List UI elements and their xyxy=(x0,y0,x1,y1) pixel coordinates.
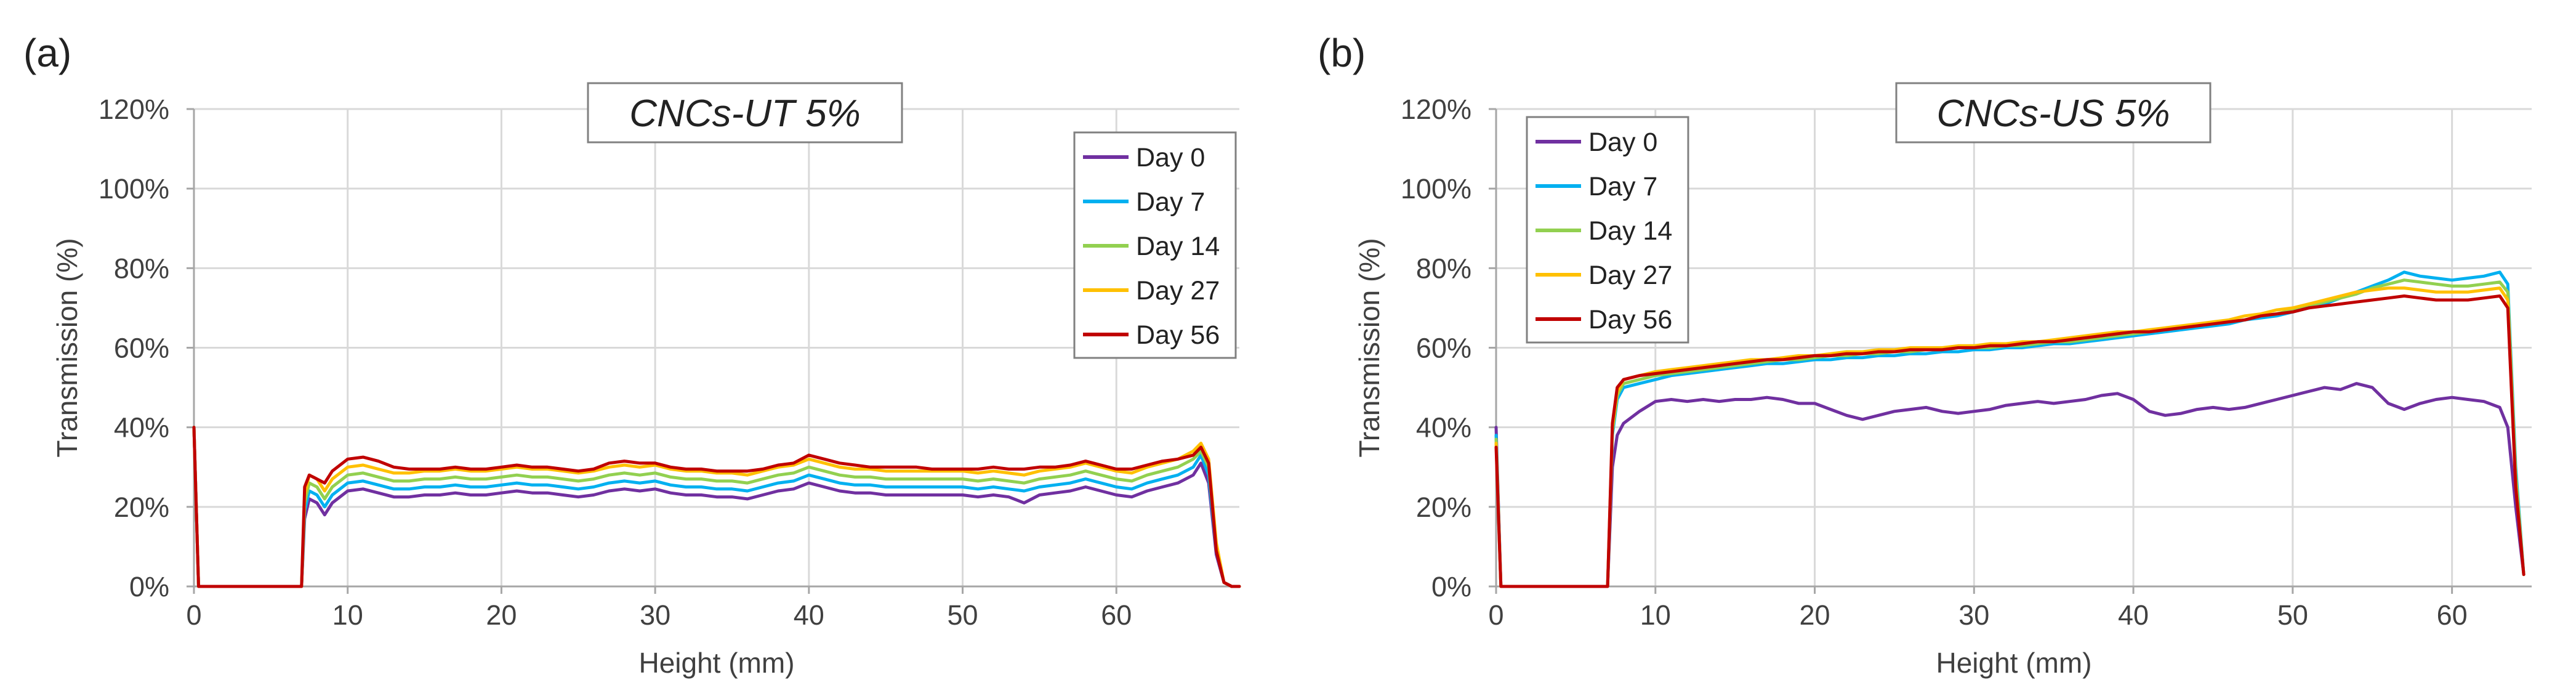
legend: Day 0 Day 7 Day 14 Day 27 Day 56 xyxy=(1073,131,1237,359)
series-line-day-7 xyxy=(1494,270,2526,588)
legend-item: Day 27 xyxy=(1083,276,1220,306)
series-line-day-27 xyxy=(192,426,1241,588)
x-tick-label: 40 xyxy=(2118,599,2149,631)
y-tick-label: 40% xyxy=(1416,412,1471,444)
legend-item: Day 0 xyxy=(1083,143,1205,172)
legend-label: Day 7 xyxy=(1136,187,1205,217)
legend: Day 0 Day 7 Day 14 Day 27 Day 56 xyxy=(1526,116,1689,344)
y-tick-label: 80% xyxy=(1416,253,1471,284)
series-lines xyxy=(1494,270,2526,588)
axes xyxy=(187,108,1239,594)
x-tick-label: 30 xyxy=(1958,599,1989,631)
legend-label: Day 56 xyxy=(1136,320,1220,350)
x-tick-label: 10 xyxy=(1640,599,1671,631)
x-tick-label: 60 xyxy=(2437,599,2468,631)
y-tick-label: 80% xyxy=(114,253,169,284)
x-axis-title: Height (mm) xyxy=(1936,647,2091,679)
y-tick-label: 20% xyxy=(1416,492,1471,523)
legend-items: Day 0 Day 7 Day 14 Day 27 Day 56 xyxy=(1083,143,1220,350)
chart-title: CNCs-US 5% xyxy=(1937,92,2170,135)
y-tick-label: 40% xyxy=(114,412,169,444)
legend-item: Day 14 xyxy=(1083,232,1220,261)
chart-panel-a: (a) 0%20%40%60%80%100%120%0 10 20 30 40 50 60 … xyxy=(23,31,1241,679)
y-axis-title: Transmission (%) xyxy=(51,238,83,457)
legend-item: Day 0 xyxy=(1536,128,1657,157)
tick-labels: 0% 20% 40% 60% 80% 100% 120% 0 10 20 30 40 50 60 xyxy=(99,94,1132,631)
y-tick-label: 60% xyxy=(114,333,169,364)
legend-label: Day 14 xyxy=(1588,216,1672,246)
y-tick-label: 0% xyxy=(129,571,169,602)
legend-item: Day 7 xyxy=(1536,172,1657,201)
x-tick-label: 20 xyxy=(1800,599,1830,631)
x-tick-label: 50 xyxy=(2277,599,2308,631)
y-tick-label: 20% xyxy=(114,492,169,523)
legend-item: Day 14 xyxy=(1536,216,1672,246)
y-tick-label: 120% xyxy=(99,94,169,125)
y-tick-label: 0% xyxy=(1431,571,1471,602)
chart-title-box: CNCs-US 5% xyxy=(1895,82,2212,144)
series-line-day-0 xyxy=(192,426,1241,588)
legend-label: Day 14 xyxy=(1136,232,1220,261)
legend-label: Day 0 xyxy=(1136,143,1205,172)
legend-item: Day 56 xyxy=(1083,320,1220,350)
title-box-frame xyxy=(1895,82,2212,144)
panel-label: (a) xyxy=(23,31,71,75)
series-lines xyxy=(192,426,1241,588)
series-line-day-56 xyxy=(1494,294,2526,588)
legend-label: Day 27 xyxy=(1588,261,1672,290)
legend-label: Day 0 xyxy=(1588,128,1657,157)
y-tick-label: 100% xyxy=(99,173,169,205)
x-axis-title: Height (mm) xyxy=(638,647,794,679)
panel-label: (b) xyxy=(1318,31,1366,75)
series-line-day-14 xyxy=(192,426,1241,588)
tick-labels: 0% 20% 40% 60% 80% 100% 120% 0 10 20 30 40 50 60 xyxy=(1401,94,2468,631)
x-tick-label: 0 xyxy=(186,599,201,631)
x-tick-label: 0 xyxy=(1488,599,1503,631)
chart-title: CNCs-UT 5% xyxy=(629,92,860,135)
legend-item: Day 27 xyxy=(1536,261,1672,290)
x-tick-label: 10 xyxy=(332,599,363,631)
legend-item: Day 56 xyxy=(1536,305,1672,334)
series-line-day-0 xyxy=(1494,382,2526,588)
y-axis-title: Transmission (%) xyxy=(1353,238,1385,457)
legend-label: Day 56 xyxy=(1588,305,1672,334)
x-tick-label: 30 xyxy=(640,599,670,631)
series-line-day-56 xyxy=(192,426,1241,588)
series-line-day-7 xyxy=(192,426,1241,588)
y-tick-label: 120% xyxy=(1401,94,1471,125)
x-tick-label: 40 xyxy=(794,599,824,631)
y-tick-label: 100% xyxy=(1401,173,1471,205)
x-tick-label: 50 xyxy=(947,599,978,631)
legend-items: Day 0 Day 7 Day 14 Day 27 Day 56 xyxy=(1536,128,1672,334)
x-tick-label: 60 xyxy=(1101,599,1132,631)
y-tick-label: 60% xyxy=(1416,333,1471,364)
chart-panel-b: (b) 0%20%40%60%80%100%120%0 10 20 30 40 50 60 … xyxy=(1318,31,2532,679)
legend-label: Day 7 xyxy=(1588,172,1657,201)
x-tick-label: 20 xyxy=(486,599,517,631)
chart-title-box: CNCs-UT 5% xyxy=(587,82,903,144)
title-box-frame xyxy=(587,82,903,144)
legend-label: Day 27 xyxy=(1136,276,1220,306)
legend-item: Day 7 xyxy=(1083,187,1205,217)
